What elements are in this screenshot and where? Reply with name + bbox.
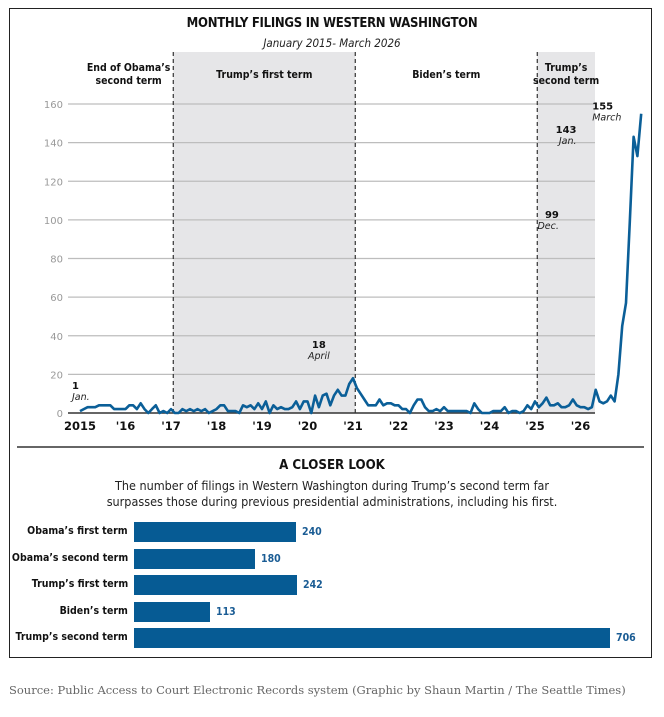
x-tick-label: 2015 [64, 419, 96, 433]
annotation-value: 99 [545, 210, 559, 221]
region-label: End of Obama’s second term [87, 63, 171, 88]
bar-category-label: Obama’s second term [11, 551, 128, 564]
chart-title: MONTHLY FILINGS IN WESTERN WASHINGTON [186, 16, 478, 31]
x-tick-label: '16 [116, 419, 136, 433]
bar-chart-title: A CLOSER LOOK [279, 457, 385, 473]
data-line [79, 113, 643, 415]
x-tick-label: '26 [571, 419, 591, 433]
annotation-value: 18 [312, 340, 326, 351]
annotation-label: Jan. [557, 136, 577, 147]
annotation-value: 143 [556, 125, 577, 136]
region-label-line: second term [96, 76, 162, 88]
x-tick-label: '24 [480, 419, 500, 433]
bar [134, 628, 610, 648]
bar [134, 601, 211, 622]
region-label-line: End of Obama’s [87, 63, 171, 75]
shaded-region [537, 52, 595, 413]
annotation-label: Jan. [70, 392, 90, 403]
bar-category-label: Biden’s term [59, 604, 128, 617]
y-tick-label: 20 [50, 370, 63, 381]
annotation-label: March [592, 113, 621, 124]
region-label: Biden’s term [412, 70, 480, 82]
region-label-line: second term [533, 76, 599, 88]
bar-category-label: Trump’s second term [15, 631, 128, 643]
bar-category-label: Obama’s first term [27, 525, 128, 537]
y-tick-label: 160 [44, 100, 63, 111]
section-divider [17, 446, 644, 448]
shaded-region [173, 52, 356, 413]
bar-value-label: 242 [303, 579, 323, 591]
region-label-line: Trump’s first term [216, 70, 312, 82]
bar-value-label: 113 [216, 605, 236, 618]
annotation-label: April [307, 351, 330, 362]
annotation-value: 155 [592, 102, 613, 113]
x-tick-label: '20 [298, 419, 318, 433]
y-tick-label: 80 [50, 255, 63, 266]
bar-value-label: 180 [261, 552, 282, 565]
x-tick-label: '18 [207, 419, 227, 433]
annotation-label: Dec. [537, 221, 558, 232]
y-tick-label: 0 [57, 409, 63, 420]
y-tick-label: 120 [44, 177, 63, 188]
y-tick-label: 40 [50, 332, 63, 343]
region-label: Trump’s second term [533, 63, 599, 88]
bar [134, 575, 298, 595]
x-tick-label: '23 [434, 419, 454, 433]
x-tick-label: '22 [389, 419, 409, 433]
x-tick-label: '21 [343, 419, 363, 433]
annotation-value: 1 [72, 381, 79, 392]
x-tick-label: '17 [161, 419, 181, 433]
region-label-line: Trump’s [545, 63, 588, 75]
bar-category-label: Trump’s first term [31, 578, 128, 590]
chart-subtitle: January 2015- March 2026 [263, 36, 401, 50]
x-tick-label: '19 [252, 419, 272, 433]
x-tick-label: '25 [525, 419, 545, 433]
y-tick-label: 100 [44, 216, 63, 227]
bar [134, 548, 256, 569]
bar-value-label: 706 [616, 632, 636, 644]
bar [134, 522, 296, 542]
y-tick-label: 140 [44, 139, 63, 150]
region-label-line: Biden’s term [412, 70, 480, 82]
region-label: Trump’s first term [216, 70, 312, 82]
y-tick-label: 60 [50, 293, 63, 304]
source-credit: Source: Public Access to Court Electroni… [9, 683, 626, 697]
bar-chart-description: The number of filings in Western Washing… [106, 478, 558, 509]
bar-value-label: 240 [301, 526, 322, 538]
